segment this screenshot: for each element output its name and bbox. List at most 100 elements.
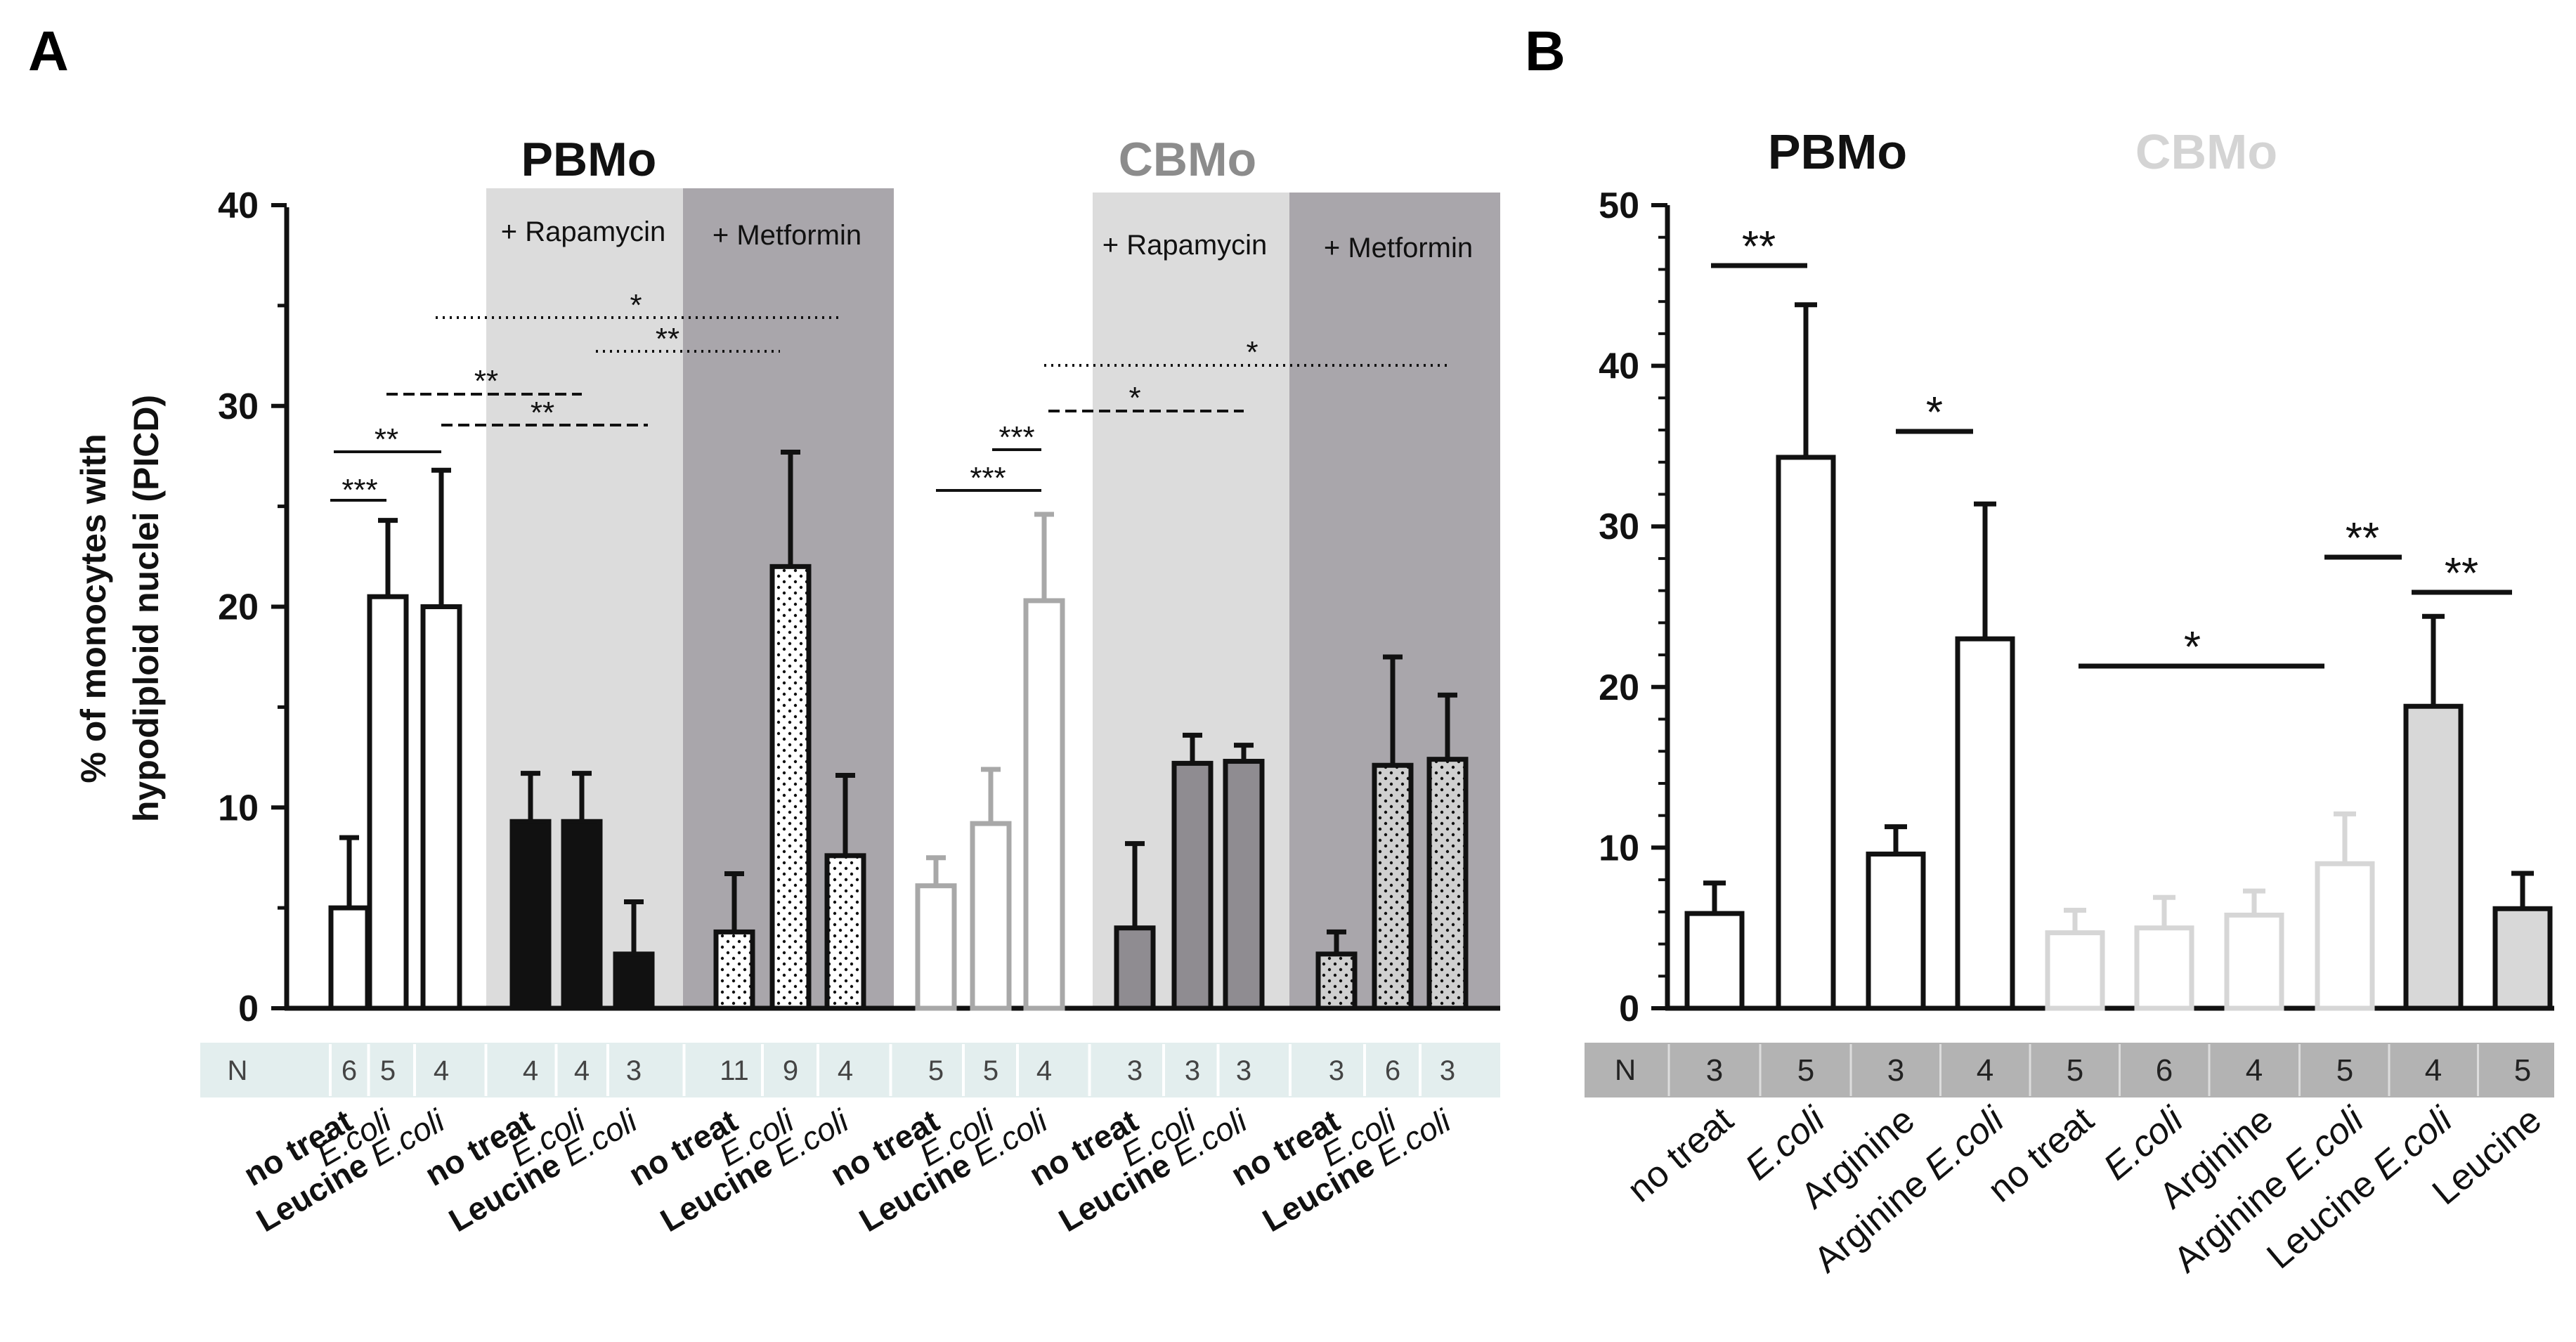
n-value-b: 3 [1887, 1053, 1904, 1088]
bar-b [1866, 852, 1926, 1011]
bar-a [1023, 598, 1065, 1011]
y-tick-label-b: 30 [1599, 507, 1639, 547]
n-value-a: 6 [1385, 1055, 1400, 1086]
sig-label-a-7: *** [970, 461, 1006, 495]
y-tick-label-b: 0 [1619, 989, 1639, 1029]
bars-b [1684, 302, 2553, 1011]
panel-b: B PBMo CBMo 0 10 20 30 40 50 ** * * ** ** N 3… [1525, 20, 2554, 1281]
band-label-pbmo-rapamycin: + Rapamycin [501, 216, 666, 247]
sig-label-b-1: ** [1742, 223, 1776, 271]
bar-b [2224, 912, 2284, 1011]
bar-a [1426, 757, 1469, 1011]
n-strip-b [1585, 1043, 2554, 1097]
y-axis-label-line-1: % of monocytes with [74, 434, 113, 783]
bar-a [1315, 951, 1358, 1011]
bar-a [1171, 760, 1214, 1011]
n-value-a: 6 [341, 1055, 357, 1086]
n-strip-a [200, 1043, 1500, 1097]
y-tick-label-b: 40 [1599, 346, 1639, 387]
n-value-a: 4 [1036, 1055, 1052, 1086]
n-value-a: 3 [1329, 1055, 1344, 1086]
n-value-a: 9 [783, 1055, 798, 1086]
panel-a-label: A [28, 20, 69, 82]
n-value-a: 3 [626, 1055, 642, 1086]
n-value-a: 5 [380, 1055, 396, 1086]
y-tick-label-a: 0 [238, 989, 259, 1029]
sig-label-a-8: *** [998, 420, 1034, 455]
n-value-b: 4 [2425, 1053, 2442, 1088]
bar-b [1684, 911, 1745, 1011]
n-value-a: 4 [574, 1055, 590, 1086]
sig-label-a-2: ** [375, 422, 398, 457]
n-value-a: 4 [434, 1055, 449, 1086]
n-value-a: 11 [720, 1055, 749, 1086]
group-title-cbmo-b: CBMo [2135, 124, 2277, 179]
bars-a [328, 449, 1469, 1011]
y-tick-label-a: 40 [218, 185, 259, 226]
bar-a [328, 905, 370, 1011]
n-strip-label-b: N [1615, 1053, 1636, 1086]
n-value-a: 3 [1127, 1055, 1143, 1086]
sig-label-a-10: * [1246, 335, 1258, 370]
bar-b [2045, 930, 2105, 1011]
n-value-a: 5 [928, 1055, 944, 1086]
sig-label-a-1: *** [341, 473, 377, 507]
n-value-b: 4 [1977, 1053, 1993, 1088]
band-label-cbmo-metformin: + Metformin [1324, 233, 1473, 263]
sig-label-b-3: * [2184, 623, 2201, 672]
y-tick-label-a: 10 [218, 788, 259, 828]
bar-a [1223, 759, 1265, 1011]
n-strip-label-a: N [228, 1055, 248, 1086]
n-value-a: 4 [523, 1055, 538, 1086]
n-value-a: 5 [983, 1055, 998, 1086]
n-value-b: 5 [2514, 1053, 2531, 1088]
bar-b [1955, 636, 2015, 1011]
bar-a [613, 951, 655, 1011]
group-title-pbmo-b: PBMo [1768, 124, 1907, 179]
group-title-cbmo-a: CBMo [1119, 133, 1256, 186]
bar-a [420, 604, 462, 1011]
bar-b [2134, 925, 2194, 1011]
n-values-b: 3 5 3 4 5 6 4 5 4 5 [1667, 1044, 2531, 1096]
bar-a [824, 853, 866, 1011]
panel-b-label: B [1525, 20, 1566, 82]
sig-label-b-5: ** [2445, 549, 2478, 598]
sig-label-b-4: ** [2346, 514, 2379, 563]
n-value-a: 3 [1236, 1055, 1251, 1086]
y-tick-label-a: 20 [218, 587, 259, 628]
significance-b: ** * * ** ** [1711, 223, 2512, 672]
significance-a: *** ** ** ** ** * *** *** * * [330, 288, 1448, 507]
y-tick-label-b: 10 [1599, 828, 1639, 868]
n-value-a: 4 [838, 1055, 853, 1086]
band-label-cbmo-rapamycin: + Rapamycin [1102, 230, 1268, 261]
band-label-pbmo-metformin: + Metformin [713, 220, 861, 251]
y-tick-label-a: 30 [218, 386, 259, 427]
bar-a [367, 594, 409, 1011]
bar-b [2492, 906, 2553, 1011]
bar-b [2403, 703, 2464, 1011]
bar-a [1114, 925, 1156, 1011]
y-tick-label-b: 50 [1599, 185, 1639, 226]
x-tick-label-b: no treat [1620, 1099, 1741, 1210]
n-value-b: 5 [2067, 1053, 2083, 1088]
n-value-a: 3 [1185, 1055, 1200, 1086]
n-value-b: 5 [2336, 1053, 2353, 1088]
bar-b [1776, 455, 1836, 1011]
sig-label-a-6: * [630, 288, 642, 323]
bar-b [2315, 861, 2375, 1011]
group-title-pbmo-a: PBMo [521, 133, 657, 186]
panel-a: A + Rapamycin + Metformin + Rapamycin + … [28, 20, 1500, 1239]
sig-label-a-5: ** [656, 322, 679, 356]
sig-label-a-4: ** [531, 396, 554, 430]
sig-label-b-2: * [1926, 389, 1943, 437]
n-value-b: 5 [1797, 1053, 1814, 1088]
y-ticks-b: 0 10 20 30 40 50 [1599, 185, 1667, 1029]
n-value-b: 6 [2156, 1053, 2173, 1088]
y-tick-label-b: 20 [1599, 667, 1639, 708]
bar-a [970, 821, 1012, 1011]
bar-a [713, 929, 755, 1011]
bar-a [509, 819, 552, 1011]
